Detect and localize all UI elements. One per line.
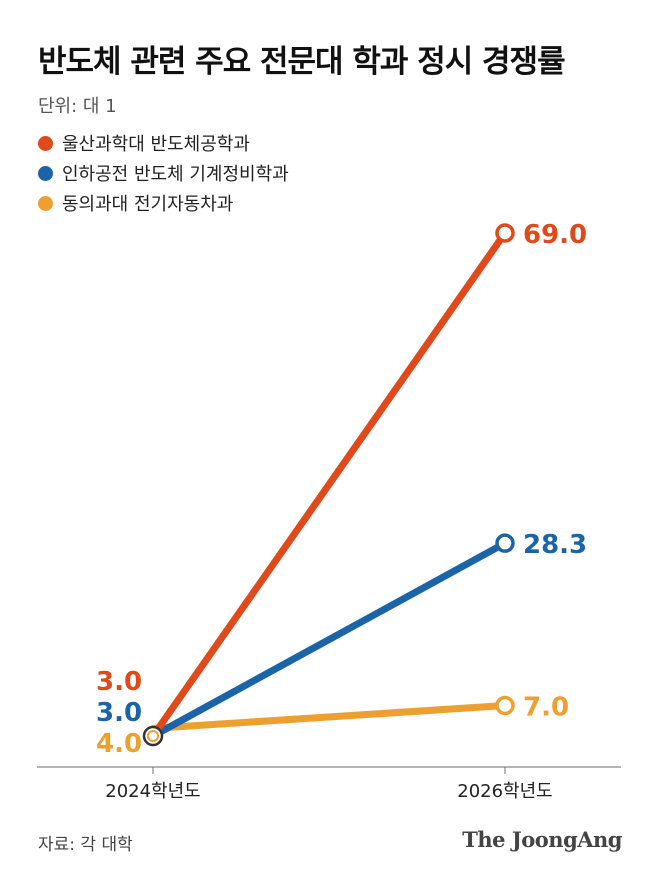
data-label: 28.3 — [523, 530, 587, 560]
data-point — [495, 223, 515, 243]
data-label: 7.0 — [523, 693, 569, 723]
x-tick-label: 2026학년도 — [457, 781, 553, 802]
chart-title: 반도체 관련 주요 전문대 학과 정시 경쟁률 — [38, 44, 566, 80]
legend-label: 울산과학대 반도체공학과 — [62, 134, 250, 155]
data-point — [495, 695, 515, 716]
x-tick-label: 2024학년도 — [105, 781, 201, 802]
legend-label: 인하공전 반도체 기계정비학과 — [62, 164, 289, 185]
data-point — [495, 533, 515, 553]
legend-item-dongeui: 동의과대 전기자동차과 — [38, 188, 289, 218]
legend-item-inha: 인하공전 반도체 기계정비학과 — [38, 158, 289, 188]
legend-item-ulsan: 울산과학대 반도체공학과 — [38, 128, 289, 158]
source-note: 자료: 각 대학 — [38, 835, 133, 855]
data-label: 3.0 — [96, 698, 142, 728]
data-label: 3.0 — [96, 667, 142, 697]
series-line — [149, 539, 509, 740]
series-line — [149, 229, 509, 740]
series-line — [149, 702, 509, 732]
legend-dot-icon — [38, 135, 53, 151]
legend: 울산과학대 반도체공학과 인하공전 반도체 기계정비학과 동의과대 전기자동차과 — [38, 128, 289, 218]
data-point — [147, 730, 159, 742]
legend-label: 동의과대 전기자동차과 — [62, 194, 234, 215]
data-label: 4.0 — [96, 729, 142, 759]
legend-dot-icon — [38, 195, 53, 211]
data-label: 69.0 — [523, 220, 587, 250]
legend-dot-icon — [38, 165, 53, 181]
brand-logo: The JoongAng — [462, 827, 622, 852]
unit-label: 단위: 대 1 — [38, 96, 117, 117]
